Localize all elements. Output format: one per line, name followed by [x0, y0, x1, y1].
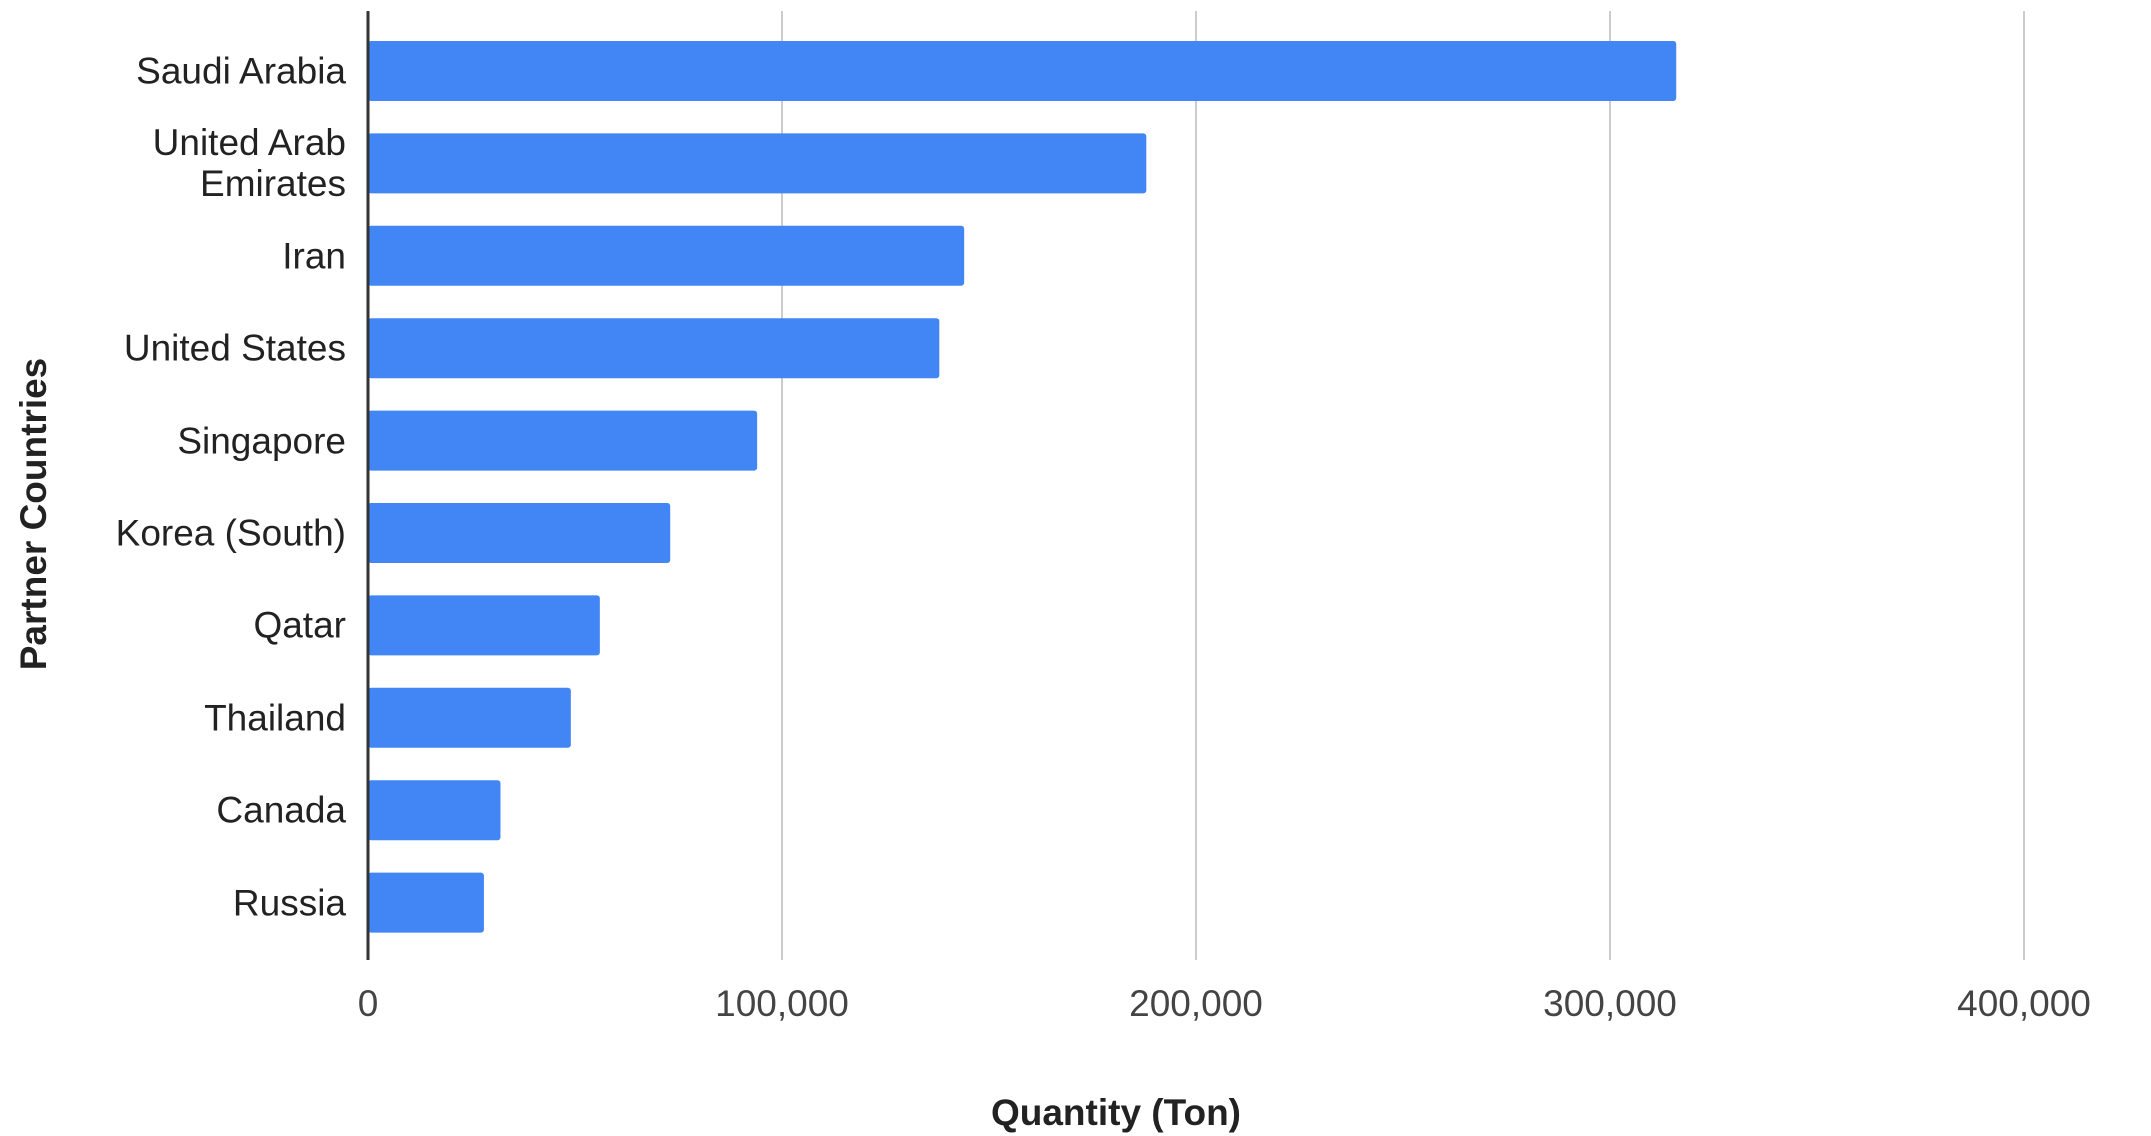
y-tick-label: Russia	[232, 882, 346, 924]
bar	[368, 41, 1677, 101]
x-tick-label: 300,000	[1543, 983, 1677, 1024]
x-tick-label: 200,000	[1129, 983, 1263, 1024]
y-axis-title: Partner Countries	[13, 358, 54, 671]
y-tick-label: United Arab Emirates	[152, 122, 346, 205]
y-tick-label: Qatar	[253, 604, 346, 646]
y-tick-label: Iran	[282, 235, 346, 277]
bar	[368, 687, 571, 748]
y-tick-label: Saudi Arabia	[136, 50, 346, 92]
bar	[368, 872, 484, 933]
y-tick-label: Thailand	[204, 697, 346, 739]
bar	[368, 503, 671, 563]
bar	[368, 410, 758, 471]
x-tick-label: 0	[358, 983, 379, 1024]
y-tick-label: Singapore	[177, 420, 346, 462]
x-tick-label: 400,000	[1957, 983, 2091, 1024]
bar	[368, 318, 940, 379]
bar	[368, 780, 501, 841]
y-tick-label: Korea (South)	[115, 512, 346, 554]
x-tick-label: 100,000	[715, 983, 849, 1024]
bar	[368, 133, 1147, 194]
y-tick-label: United States	[123, 327, 346, 369]
y-tick-label: Canada	[216, 789, 346, 831]
bar	[368, 595, 600, 656]
bar	[368, 225, 965, 286]
x-axis-title: Quantity (Ton)	[991, 1092, 1241, 1133]
